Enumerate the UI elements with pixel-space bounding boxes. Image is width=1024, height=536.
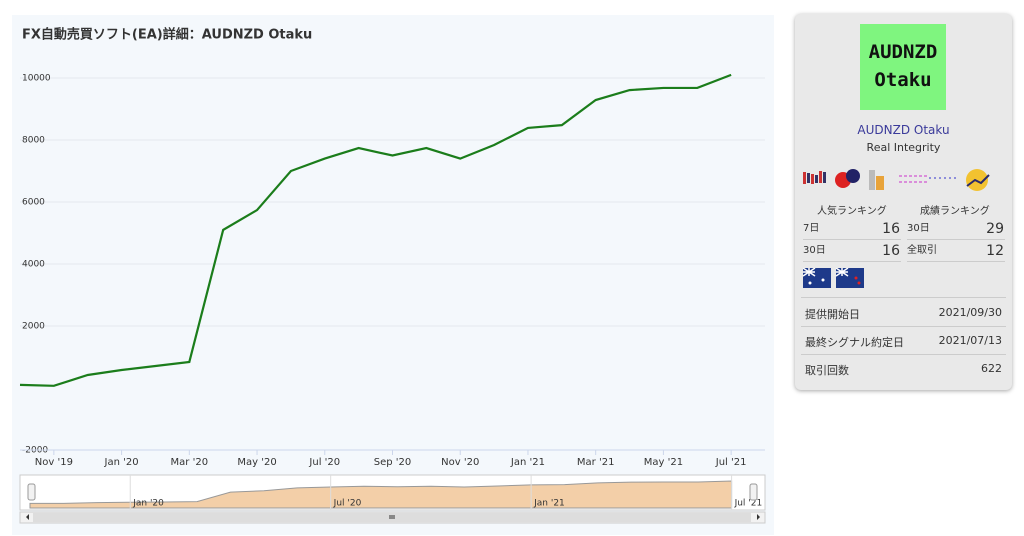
panel-bg [12, 15, 774, 535]
x-tick-label: Nov '19 [35, 457, 73, 468]
x-tick-label: Sep '20 [374, 457, 412, 468]
ranking-value: 16 [882, 221, 900, 237]
navigator-area [29, 480, 733, 509]
developer: Real Integrity [866, 141, 941, 154]
series-line [19, 73, 732, 387]
ranking-label: 30日 [803, 245, 826, 256]
y-tick-label: 8000 [22, 136, 45, 146]
icons [803, 169, 990, 191]
y-tick-label: 2000 [22, 322, 45, 332]
detail-value: 2021/09/30 [938, 306, 1002, 319]
chart-title: FX自動売買ソフト(EA)詳細：AUDNZD Otaku [22, 27, 312, 43]
ranking-value: 16 [882, 243, 900, 259]
x-tick-label: Nov '20 [441, 457, 479, 468]
ea-name[interactable]: AUDNZD Otaku [857, 123, 950, 137]
x-tick-label: Jan '21 [510, 457, 545, 468]
logo-line: AUDNZD [868, 41, 938, 63]
divider [801, 326, 1006, 327]
ranking-header: 成績ランキング [920, 206, 990, 217]
navigator-label: Jan '20 [132, 499, 164, 509]
navigator-handle[interactable] [27, 483, 36, 501]
x-tick-label: Jan '20 [104, 457, 139, 468]
y-tick-label: 6000 [22, 198, 45, 208]
logo: AUDNZD Otaku [860, 24, 946, 110]
divider [803, 239, 901, 240]
divider [907, 261, 1005, 262]
x-tick-label: May '20 [237, 457, 276, 468]
navigator-label: Jul '20 [333, 499, 362, 509]
x-tick-label: May '21 [644, 457, 683, 468]
y-tick-label: 10000 [22, 74, 51, 84]
ranking-label: 7日 [803, 223, 820, 234]
flags [803, 268, 864, 288]
x-tick-label: Mar '21 [577, 457, 615, 468]
ranking-header: 人気ランキング [817, 206, 887, 217]
navigator-label: Jan '21 [533, 499, 565, 509]
divider [907, 239, 1005, 240]
navigator-handle[interactable] [749, 483, 758, 501]
detail-value: 622 [981, 362, 1002, 375]
navigator-series: Jan '20 Jul '20 Jan '21 Jul '21 [29, 475, 763, 510]
x-tick-label: Jul '20 [308, 457, 340, 468]
ranking-value: 12 [986, 243, 1004, 259]
divider [803, 261, 901, 262]
ranking-value: 29 [986, 221, 1004, 237]
x-tick-label: Jul '21 [715, 457, 747, 468]
divider [801, 297, 1006, 298]
ea-card: AUDNZD Otaku AUDNZD Otaku Real Integrity… [795, 14, 1012, 390]
navigator-label: Jul '21 [734, 499, 763, 509]
ranking-label: 全取引 [907, 245, 937, 256]
logo-line: Otaku [874, 69, 932, 91]
detail-value: 2021/07/13 [938, 334, 1002, 347]
scrollbar-grip [389, 515, 395, 519]
y-tick-label: 4000 [22, 260, 45, 270]
detail-label: 最終シグナル約定日 [805, 336, 904, 349]
detail-label: 取引回数 [805, 364, 849, 377]
divider [801, 354, 1006, 355]
chart-panel: FX自動売買ソフト(EA)詳細：AUDNZD Otaku -2000200040… [12, 15, 774, 535]
ranking-label: 30日 [907, 223, 930, 234]
x-tick-label: Mar '20 [171, 457, 209, 468]
detail-label: 提供開始日 [805, 308, 860, 321]
